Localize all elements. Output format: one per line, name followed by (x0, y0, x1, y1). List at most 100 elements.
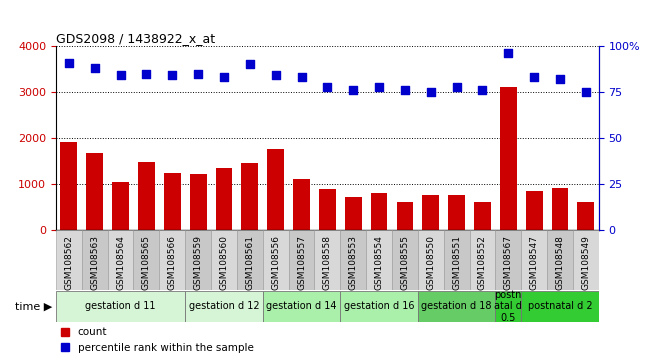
Text: GSM108560: GSM108560 (220, 235, 228, 290)
Point (451, 84, 462, 89)
Text: postnatal d 2: postnatal d 2 (528, 301, 592, 311)
Point (218, 74, 229, 80)
Bar (108, 230, 134, 290)
Bar (370, 193, 388, 230)
Text: GSM108563: GSM108563 (90, 235, 99, 290)
Bar (578, 201, 594, 230)
Bar (134, 230, 159, 290)
Text: GSM108561: GSM108561 (245, 235, 254, 290)
Bar (495, 291, 521, 321)
Bar (159, 230, 185, 290)
Text: GSM108553: GSM108553 (349, 235, 358, 290)
Text: GSM108554: GSM108554 (374, 235, 384, 290)
Text: gestation d 16: gestation d 16 (343, 301, 415, 311)
Bar (293, 179, 310, 230)
Text: GSM108555: GSM108555 (401, 235, 409, 290)
Point (503, 51, 513, 56)
Point (477, 87, 488, 93)
Bar (547, 230, 573, 290)
Text: GSM108547: GSM108547 (530, 235, 539, 290)
Bar (418, 230, 443, 290)
Bar (263, 291, 340, 321)
Bar (521, 291, 599, 321)
Bar (237, 230, 263, 290)
Text: time ▶: time ▶ (15, 301, 53, 311)
Text: GSM108562: GSM108562 (64, 235, 73, 290)
Bar (56, 291, 185, 321)
Bar (345, 196, 362, 230)
Text: postn
atal d
0.5: postn atal d 0.5 (494, 290, 522, 323)
Bar (340, 230, 366, 290)
Point (555, 76, 565, 82)
Text: gestation d 12: gestation d 12 (189, 301, 259, 311)
Text: GSM108564: GSM108564 (116, 235, 125, 290)
Bar (573, 230, 599, 290)
Bar (319, 189, 336, 230)
Text: GSM108550: GSM108550 (426, 235, 435, 290)
Point (529, 74, 540, 80)
Text: GSM108559: GSM108559 (193, 235, 203, 290)
Bar (418, 291, 495, 321)
Text: GSM108548: GSM108548 (555, 235, 565, 290)
Bar (422, 195, 439, 230)
Text: gestation d 18: gestation d 18 (421, 301, 492, 311)
Bar (392, 230, 418, 290)
Text: GSM108552: GSM108552 (478, 235, 487, 290)
Bar (138, 162, 155, 230)
Bar (551, 188, 569, 230)
Point (296, 74, 307, 80)
Point (374, 84, 384, 89)
Point (245, 62, 255, 67)
Text: gestation d 14: gestation d 14 (266, 301, 337, 311)
Text: GSM108557: GSM108557 (297, 235, 306, 290)
Bar (112, 182, 129, 230)
Bar (500, 87, 517, 230)
Bar (216, 169, 232, 230)
Bar (470, 230, 495, 290)
Bar (190, 174, 207, 230)
Bar (340, 291, 418, 321)
Bar (86, 153, 103, 230)
Bar (61, 142, 77, 230)
Bar (56, 230, 82, 290)
Bar (443, 230, 470, 290)
Text: GSM108549: GSM108549 (582, 235, 590, 290)
Point (348, 87, 359, 93)
Bar (397, 202, 413, 230)
Point (322, 84, 332, 89)
Point (426, 89, 436, 95)
Text: GSM108551: GSM108551 (452, 235, 461, 290)
Text: GSM108566: GSM108566 (168, 235, 177, 290)
Point (270, 73, 281, 78)
Bar (495, 230, 521, 290)
Point (167, 73, 178, 78)
Bar (82, 230, 108, 290)
Bar (185, 291, 263, 321)
Bar (366, 230, 392, 290)
Text: GSM108567: GSM108567 (504, 235, 513, 290)
Bar (448, 195, 465, 230)
Bar (263, 230, 289, 290)
Text: GDS2098 / 1438922_x_at: GDS2098 / 1438922_x_at (56, 32, 215, 45)
Point (89, 65, 100, 71)
Bar (289, 230, 315, 290)
Text: GSM108558: GSM108558 (323, 235, 332, 290)
Bar (474, 201, 491, 230)
Point (193, 71, 203, 76)
Text: gestation d 11: gestation d 11 (86, 301, 156, 311)
Point (580, 89, 591, 95)
Bar (164, 173, 181, 230)
Legend: count, percentile rank within the sample: count, percentile rank within the sample (61, 327, 254, 353)
Bar (185, 230, 211, 290)
Point (141, 71, 151, 76)
Text: GSM108565: GSM108565 (142, 235, 151, 290)
Bar (267, 149, 284, 230)
Point (399, 87, 410, 93)
Bar (526, 191, 543, 230)
Point (64, 60, 74, 65)
Bar (211, 230, 237, 290)
Point (115, 73, 126, 78)
Bar (315, 230, 340, 290)
Bar (241, 163, 258, 230)
Text: GSM108556: GSM108556 (271, 235, 280, 290)
